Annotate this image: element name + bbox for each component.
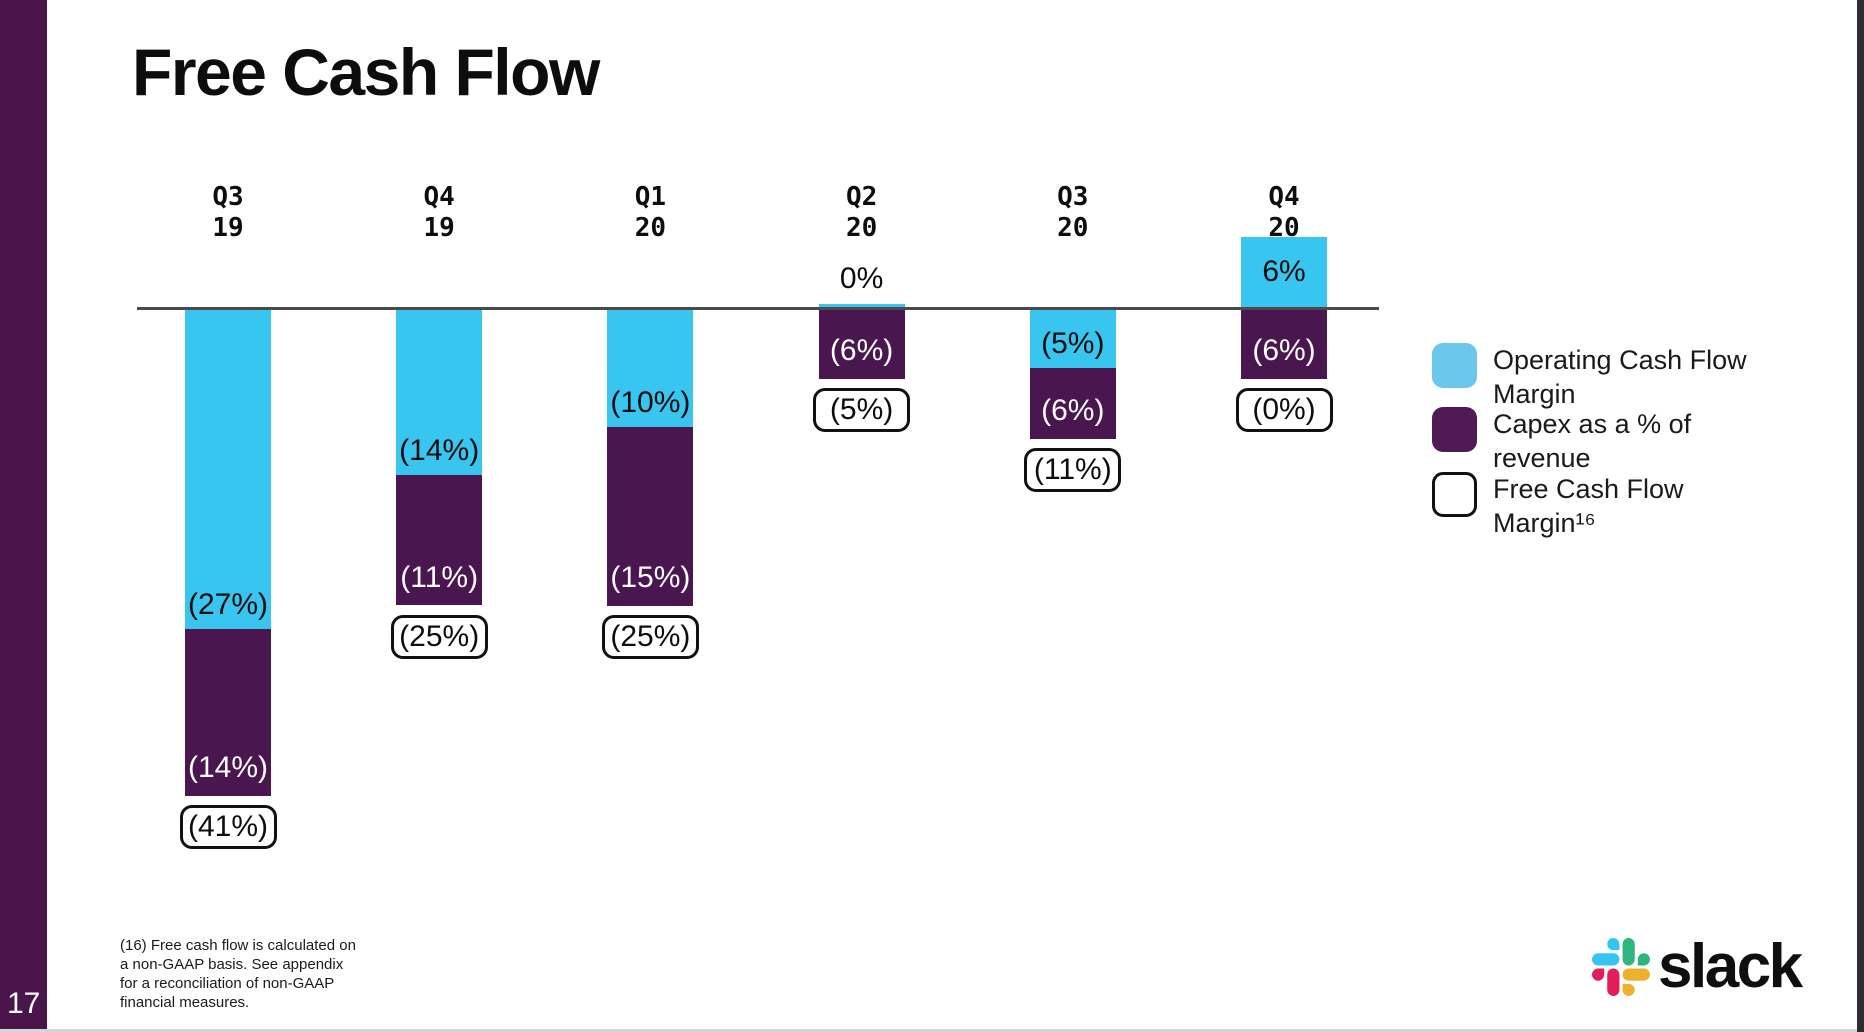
legend-item-capex: Capex as a % of revenue <box>1432 407 1691 475</box>
bar-q1-20-fcf-margin-box: (25%) <box>601 614 699 659</box>
sidebar: 17 <box>0 0 47 1029</box>
quarter-label-q3-20: Q3 20 <box>1057 182 1089 243</box>
bar-q4-20-capex-label: (6%) <box>1252 334 1316 368</box>
legend-label-line: revenue <box>1493 443 1591 473</box>
bar-q4-20-operating-label: 6% <box>1262 255 1306 289</box>
zero-baseline <box>137 307 1379 310</box>
legend-label: Operating Cash Flow Margin <box>1493 343 1747 411</box>
bar-q4-19-operating-label: (14%) <box>399 433 480 467</box>
bar-q1-20-operating-segment <box>607 308 694 427</box>
bar-q3-19-operating-segment <box>185 308 271 630</box>
legend-label-line: Operating Cash Flow <box>1493 345 1747 375</box>
bar-q1-20-capex-segment <box>607 427 694 606</box>
legend-label-line: Margin¹⁶ <box>1493 508 1596 538</box>
bar-q3-19-fcf-margin-box: (41%) <box>179 804 277 849</box>
bar-q4-19-capex-label: (11%) <box>400 560 479 594</box>
legend-label-line: Margin <box>1493 379 1576 409</box>
slack-logo: slack <box>1592 932 1803 1001</box>
legend-label-line: Free Cash Flow <box>1493 474 1684 504</box>
bar-q1-20-operating-label: (10%) <box>610 386 691 419</box>
bar-q3-20-fcf-margin-box: (11%) <box>1024 447 1122 492</box>
bar-q4-19-fcf-margin-box: (25%) <box>390 614 488 659</box>
page-number: 17 <box>7 987 41 1020</box>
bar-q2-20-capex-label: (6%) <box>829 334 894 368</box>
bar-q4-20-operating-segment <box>1241 236 1327 308</box>
legend-label: Free Cash Flow Margin¹⁶ <box>1493 472 1684 540</box>
bar-q3-19-capex-label: (14%) <box>187 750 269 784</box>
quarter-label-q1-20: Q1 20 <box>634 182 667 243</box>
bar-q4-20-capex-segment <box>1241 308 1327 380</box>
legend-label-line: Capex as a % of <box>1493 409 1692 439</box>
page-title: Free Cash Flow <box>132 35 600 109</box>
bar-q2-20-operating-label: 0% <box>839 262 884 295</box>
operating-swatch-icon <box>1432 343 1477 388</box>
footnote: (16) Free cash flow is calculated on a n… <box>120 937 356 1011</box>
quarter-label-q2-20: Q2 20 <box>845 182 878 243</box>
bar-q3-20-operating-segment <box>1029 308 1116 368</box>
bar-q2-20-capex-segment <box>818 308 905 380</box>
legend-label: Capex as a % of revenue <box>1493 407 1691 475</box>
bar-q4-19-operating-segment <box>396 308 483 475</box>
quarter-label-q4-19: Q4 19 <box>423 182 455 243</box>
bar-q1-20-capex-label: (15%) <box>610 560 691 594</box>
capex-swatch-icon <box>1432 407 1477 452</box>
bar-q4-20-fcf-margin-box: (0%) <box>1235 388 1333 433</box>
quarter-label-q3-19: Q3 19 <box>212 182 244 243</box>
quarter-label-q4-20: Q4 20 <box>1268 182 1300 243</box>
bar-q3-20-capex-segment <box>1029 367 1116 439</box>
slack-hash-icon <box>1592 938 1650 996</box>
slack-wordmark: slack <box>1658 932 1803 1001</box>
bar-q3-20-operating-label: (5%) <box>1041 326 1105 360</box>
slide-bottom-edge <box>0 1029 1864 1032</box>
bar-q4-19-capex-segment <box>396 474 483 606</box>
bar-q2-20-fcf-margin-box: (5%) <box>813 388 911 433</box>
bar-q2-20-operating-segment <box>818 304 905 308</box>
legend-item-fcf: Free Cash Flow Margin¹⁶ <box>1432 472 1684 540</box>
legend-item-operating: Operating Cash Flow Margin <box>1432 343 1747 411</box>
bar-q3-19-operating-label: (27%) <box>187 588 269 622</box>
bar-q3-19-capex-segment <box>185 629 271 796</box>
bar-q3-20-capex-label: (6%) <box>1041 393 1105 427</box>
fcf-swatch-icon <box>1432 472 1477 517</box>
slide-right-edge <box>1857 0 1864 1032</box>
